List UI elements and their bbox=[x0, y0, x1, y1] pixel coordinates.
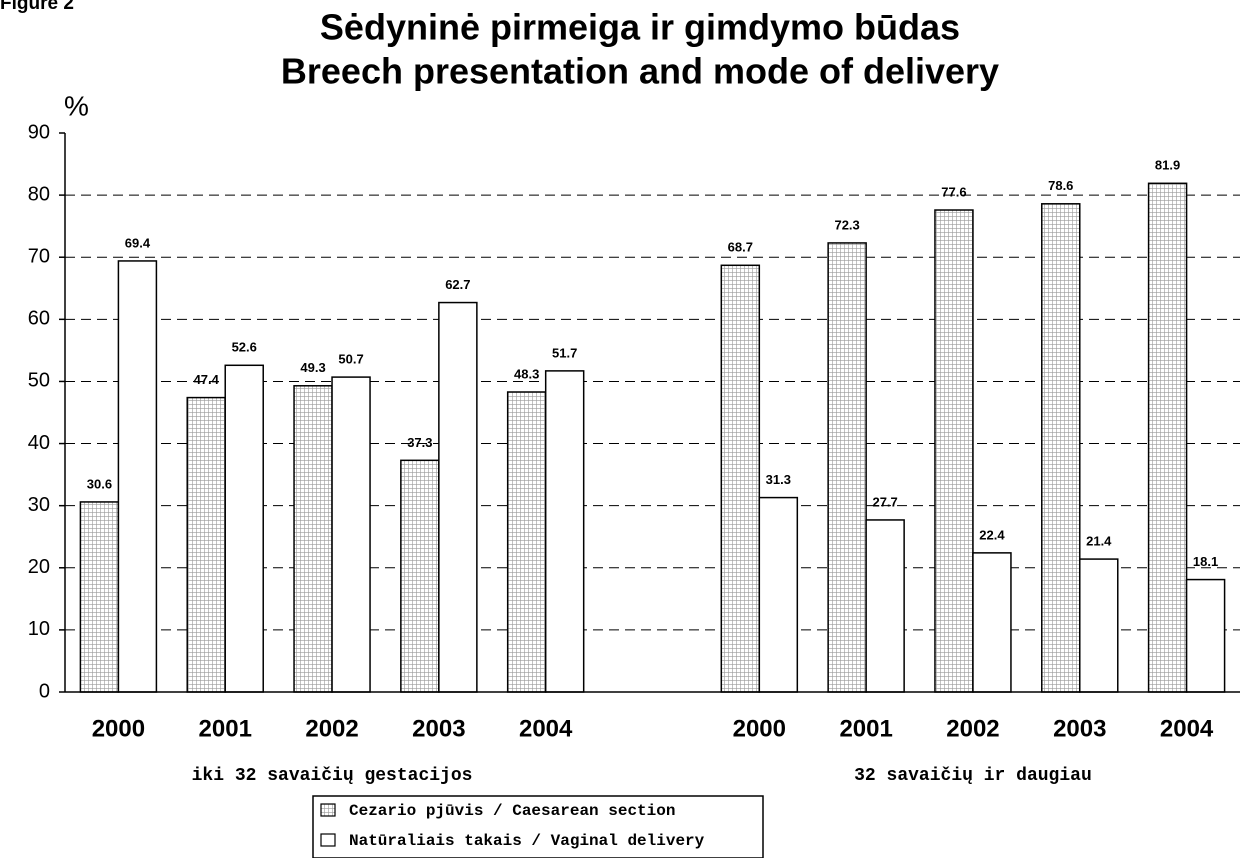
data-label: 52.6 bbox=[232, 340, 257, 355]
bar bbox=[934, 209, 974, 693]
data-label: 22.4 bbox=[979, 527, 1005, 542]
data-label: 68.7 bbox=[728, 240, 753, 255]
y-tick-label: 10 bbox=[28, 618, 50, 640]
x-tick-label: 2003 bbox=[412, 715, 465, 742]
bar bbox=[1041, 203, 1081, 693]
legend-label: Cezario pjūvis / Caesarean section bbox=[349, 802, 675, 820]
y-tick-label: 60 bbox=[28, 308, 50, 330]
y-tick-label: 40 bbox=[28, 432, 50, 454]
group-label: iki 32 savaičių gestacijos bbox=[192, 766, 473, 786]
figure-label: Figure 2 bbox=[0, 0, 74, 14]
legend-swatch bbox=[320, 833, 336, 847]
bar bbox=[224, 364, 264, 693]
data-label: 50.7 bbox=[338, 352, 363, 367]
bar bbox=[506, 391, 547, 693]
bar bbox=[293, 385, 333, 693]
data-label: 47.4 bbox=[194, 372, 220, 387]
data-label: 78.6 bbox=[1048, 178, 1073, 193]
chart-subtitle: Breech presentation and mode of delivery bbox=[281, 51, 999, 92]
bar bbox=[1185, 578, 1226, 693]
y-tick-label: 50 bbox=[28, 370, 50, 392]
y-tick-label: 80 bbox=[28, 183, 50, 205]
data-label: 21.4 bbox=[1086, 534, 1112, 549]
y-tick-label: 70 bbox=[28, 246, 50, 268]
data-label: 77.6 bbox=[941, 184, 966, 199]
x-tick-label: 2000 bbox=[92, 715, 145, 742]
bar bbox=[400, 459, 440, 693]
x-tick-label: 2002 bbox=[946, 715, 999, 742]
x-tick-label: 2004 bbox=[519, 715, 573, 742]
x-tick-label: 2004 bbox=[1160, 715, 1214, 742]
data-label: 31.3 bbox=[766, 472, 791, 487]
data-label: 48.3 bbox=[514, 366, 539, 381]
bar bbox=[117, 260, 158, 693]
x-tick-label: 2003 bbox=[1053, 715, 1106, 742]
bar bbox=[79, 501, 120, 693]
bar bbox=[544, 370, 585, 693]
data-label: 30.6 bbox=[87, 476, 112, 491]
x-tick-label: 2001 bbox=[839, 715, 892, 742]
data-label: 37.3 bbox=[407, 435, 432, 450]
x-tick-label: 2001 bbox=[199, 715, 252, 742]
legend bbox=[312, 795, 764, 858]
chart-title: Sėdyninė pirmeiga ir gimdymo būdas bbox=[320, 7, 960, 48]
data-label: 18.1 bbox=[1193, 554, 1218, 569]
data-label: 27.7 bbox=[872, 494, 897, 509]
bar bbox=[1147, 182, 1188, 693]
legend-label: Natūraliais takais / Vaginal delivery bbox=[349, 832, 705, 850]
bar bbox=[827, 242, 867, 693]
bar bbox=[186, 396, 226, 693]
bar bbox=[438, 301, 478, 693]
data-label: 49.3 bbox=[300, 360, 325, 375]
bar bbox=[1079, 558, 1119, 693]
data-label: 69.4 bbox=[125, 235, 151, 250]
y-tick-label: 0 bbox=[39, 680, 50, 702]
bar bbox=[972, 552, 1012, 693]
data-label: 51.7 bbox=[552, 345, 577, 360]
legend-swatch bbox=[320, 803, 336, 817]
y-tick-label: 20 bbox=[28, 556, 50, 578]
group-label: 32 savaičių ir daugiau bbox=[854, 766, 1092, 786]
bar bbox=[865, 519, 905, 693]
y-tick-label: 30 bbox=[28, 494, 50, 516]
data-label: 72.3 bbox=[834, 217, 859, 232]
x-tick-label: 2002 bbox=[305, 715, 358, 742]
data-label: 81.9 bbox=[1155, 158, 1180, 173]
data-label: 62.7 bbox=[445, 277, 470, 292]
y-tick-label: 90 bbox=[28, 121, 50, 143]
bar bbox=[720, 264, 761, 693]
bar bbox=[331, 376, 371, 693]
bar bbox=[758, 496, 799, 693]
y-axis-label: % bbox=[64, 90, 89, 121]
x-tick-label: 2000 bbox=[733, 715, 786, 742]
